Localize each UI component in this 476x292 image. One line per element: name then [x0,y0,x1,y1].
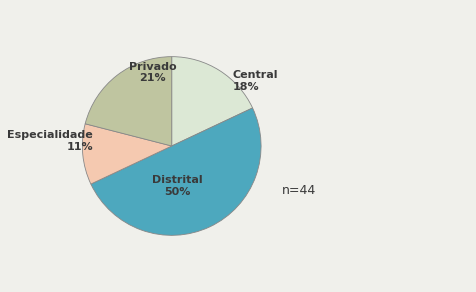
Text: Privado
21%: Privado 21% [129,62,176,83]
Wedge shape [85,57,171,146]
Text: Central
18%: Central 18% [232,70,278,92]
Text: n=44: n=44 [281,184,316,197]
Wedge shape [91,108,260,235]
Wedge shape [82,124,171,184]
Text: Especialidade
11%: Especialidade 11% [7,130,93,152]
Text: Distrital
50%: Distrital 50% [151,175,202,197]
Wedge shape [171,57,252,146]
